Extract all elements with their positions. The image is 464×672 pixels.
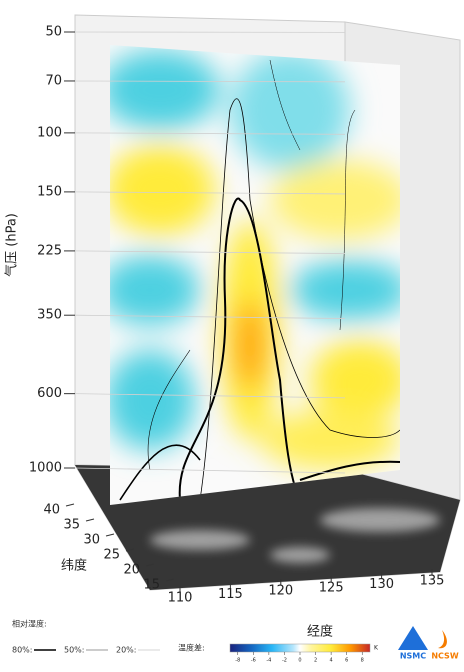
humidity-legend-label: 80%: bbox=[12, 646, 32, 655]
humidity-contours bbox=[119, 59, 400, 501]
colorbar-tick-label: 2 bbox=[314, 658, 317, 664]
humidity-legend-label: 20%: bbox=[116, 646, 136, 655]
z-tick-label: 30 bbox=[83, 533, 100, 548]
x-axis-label: 经度 bbox=[307, 624, 333, 640]
x-tick-label: 110 bbox=[168, 591, 193, 606]
grid-line bbox=[74, 191, 346, 195]
tick-mark bbox=[145, 563, 155, 567]
tick-mark bbox=[65, 503, 75, 507]
x-tick-label: 130 bbox=[369, 577, 394, 592]
grid-line bbox=[74, 250, 346, 254]
grid-line bbox=[74, 314, 346, 319]
humidity-legend-label: 50%: bbox=[64, 646, 84, 655]
tick-mark bbox=[165, 578, 175, 582]
x-tick-label: 125 bbox=[319, 580, 344, 595]
colorbar-unit: K bbox=[374, 645, 379, 652]
z-tick-label: 35 bbox=[63, 518, 80, 533]
y-tick-label: 70 bbox=[45, 73, 62, 88]
y-tick-label: 100 bbox=[37, 125, 62, 140]
z-tick-label: 25 bbox=[103, 548, 120, 563]
colorbar-tick-label: 6 bbox=[345, 658, 348, 664]
z-axis-label: 纬度 bbox=[61, 558, 87, 574]
z-tick-label: 40 bbox=[43, 503, 60, 518]
grid-line bbox=[74, 393, 346, 399]
y-tick-label: 225 bbox=[37, 243, 62, 258]
grid-line bbox=[74, 80, 346, 83]
tick-mark bbox=[85, 518, 95, 522]
x-tick-label: 115 bbox=[218, 587, 243, 602]
colorbar-tick-label: -8 bbox=[235, 658, 240, 664]
colorbar bbox=[229, 643, 371, 653]
colorbar-tick-label: 4 bbox=[330, 658, 333, 664]
tick-mark bbox=[125, 548, 135, 552]
logo-text: NCSW bbox=[431, 652, 458, 661]
colorbar-tick-label: 0 bbox=[298, 658, 301, 664]
logo-text: NSMC bbox=[400, 652, 426, 661]
y-tick-label: 150 bbox=[37, 184, 62, 199]
y-tick-label: 1000 bbox=[29, 461, 62, 476]
colorbar-tick-label: -2 bbox=[282, 658, 287, 664]
colorbar-tick-label: -4 bbox=[266, 658, 271, 664]
x-tick-label: 135 bbox=[420, 574, 445, 589]
temperature-legend-title: 温度差: bbox=[178, 643, 205, 653]
logo-ncsw: NCSW bbox=[431, 630, 459, 661]
terrain-clouds bbox=[150, 508, 440, 563]
z-tick-label: 15 bbox=[143, 578, 160, 593]
grid-line bbox=[74, 467, 346, 474]
logo-nsmc: NSMC bbox=[398, 626, 428, 661]
temperature-field bbox=[110, 45, 400, 505]
y-axis-label: 气压 (hPa) bbox=[4, 213, 20, 277]
z-tick-label: 20 bbox=[123, 563, 140, 578]
y-tick-label: 600 bbox=[37, 386, 62, 401]
colorbar-tick-label: -6 bbox=[251, 658, 256, 664]
grid-line bbox=[74, 132, 346, 135]
colorbar-tick-label: 8 bbox=[361, 658, 364, 664]
x-tick-label: 120 bbox=[268, 584, 293, 599]
y-tick-label: 50 bbox=[45, 25, 62, 40]
y-tick-label: 350 bbox=[37, 308, 62, 323]
humidity-legend-title: 相对湿度: bbox=[12, 619, 47, 629]
tick-mark bbox=[105, 533, 115, 537]
